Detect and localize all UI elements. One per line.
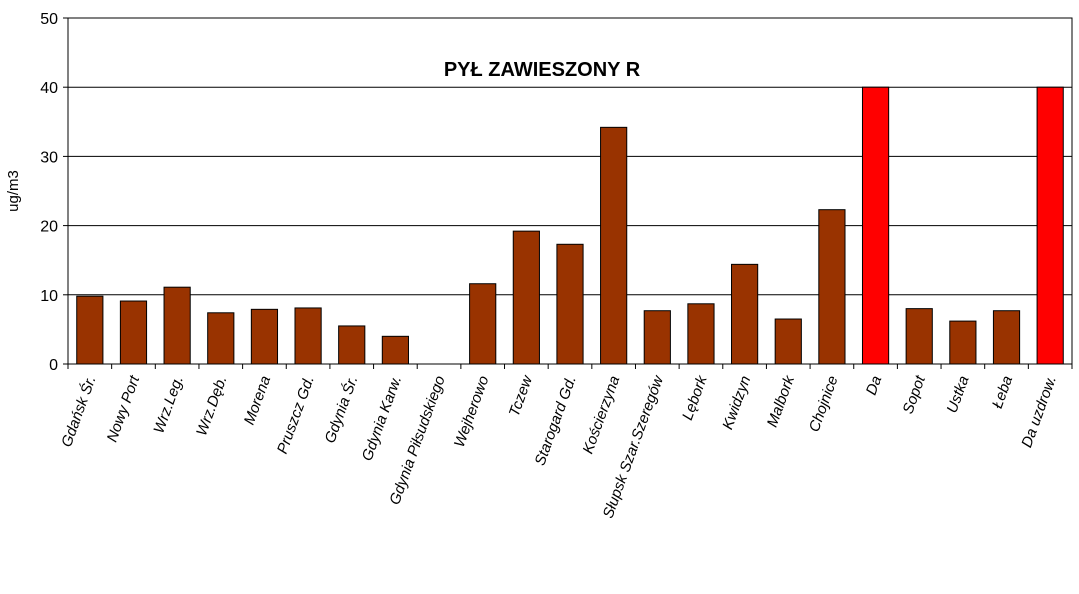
x-tick-label: Gdynia Śr. (321, 373, 362, 445)
x-tick-label: Wejherowo (451, 374, 493, 450)
x-tick-label: Starogard Gd. (532, 374, 580, 468)
bar (163, 286, 191, 365)
bar (76, 295, 104, 365)
bar (338, 325, 366, 365)
y-tick-label: 20 (40, 219, 58, 236)
x-tick-label: Wrz.Leg. (150, 374, 187, 436)
bar (992, 310, 1021, 365)
bar (469, 283, 497, 365)
x-tick-label: Chojnice (806, 374, 842, 435)
bar (643, 310, 671, 365)
y-axis-label: ug/m3 (5, 170, 22, 212)
x-tick-label: Lębork (679, 372, 711, 422)
x-tick-label: Da (863, 374, 886, 398)
y-tick-label: 10 (40, 288, 58, 305)
bar (207, 312, 235, 365)
bar (861, 86, 890, 365)
bar (600, 126, 628, 365)
bar (381, 335, 409, 365)
bar (905, 308, 933, 365)
bar (731, 263, 759, 365)
x-tick-label: Kościerzyna (579, 374, 623, 457)
x-tick-label: Malbork (764, 372, 799, 429)
y-tick-label: 0 (49, 357, 58, 374)
y-tick-label: 50 (40, 11, 58, 28)
bar (556, 243, 584, 365)
x-tick-label: Da uzdrow. (1018, 374, 1060, 450)
x-tick-label: Łeba (989, 374, 1016, 411)
x-tick-label: Nowy Port (104, 373, 144, 445)
bar (774, 318, 802, 365)
chart-title: PYŁ ZAWIESZONY R (444, 59, 641, 81)
x-tick-label: Tczew (506, 372, 537, 418)
bar (949, 320, 977, 365)
x-tick-label: Kwidzyn (719, 374, 754, 432)
bar (1036, 86, 1064, 365)
x-tick-label: Ustka (944, 374, 973, 416)
bar (512, 230, 540, 365)
x-tick-label: Gdańsk Śr. (57, 373, 99, 449)
y-tick-label: 30 (40, 149, 58, 166)
x-tick-label: Pruszcz Gd. (274, 374, 318, 457)
bar (687, 303, 715, 365)
y-tick-label: 40 (40, 80, 58, 97)
bar (250, 308, 279, 365)
x-tick-label: Morena (241, 374, 274, 428)
bar (294, 307, 322, 365)
x-tick-label: Gdynia Karw. (359, 374, 405, 464)
bar (818, 209, 846, 365)
x-tick-label: Wrz.Dęb. (193, 374, 230, 439)
x-tick-label: Sopot (900, 373, 930, 416)
bar (119, 300, 148, 365)
